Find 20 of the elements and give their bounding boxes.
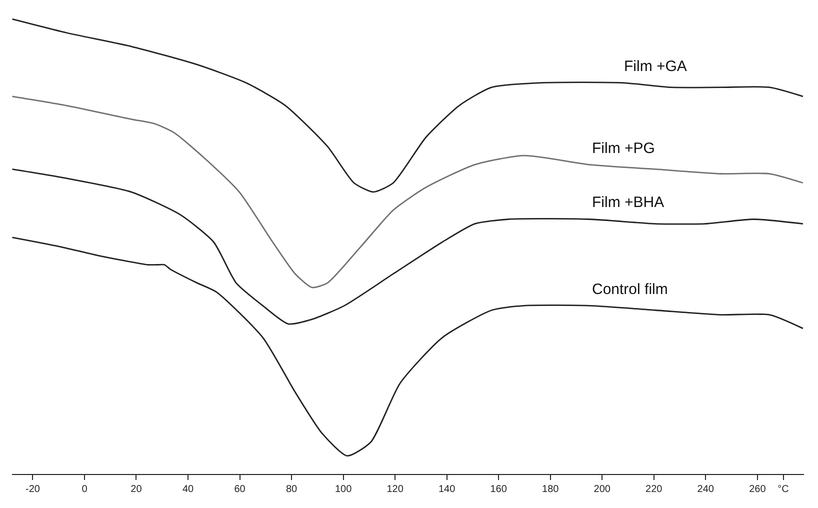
x-tick-label: -20 [25,484,40,495]
x-tick-label: 240 [697,484,714,495]
x-tick-label: 140 [438,484,456,495]
series-label: Film +PG [592,140,655,157]
x-tick-label: 40 [182,484,194,495]
x-tick-label: 60 [234,484,246,495]
x-tick-label: 20 [130,484,142,495]
x-tick-label: 0 [82,484,88,495]
x-tick-label: 180 [542,484,560,495]
x-tick-label: 160 [490,484,508,495]
x-tick-label: 120 [386,484,404,495]
x-tick-label: 200 [594,484,611,495]
series-label: Control film [592,281,668,298]
series-label: Film +BHA [592,194,664,211]
series-label: Film +GA [624,58,687,75]
x-tick-label: °C [778,484,789,495]
x-tick-label: 80 [286,484,298,495]
x-tick-label: 220 [646,484,663,495]
x-tick-label: 100 [334,484,352,495]
x-tick-label: 260 [749,484,766,495]
